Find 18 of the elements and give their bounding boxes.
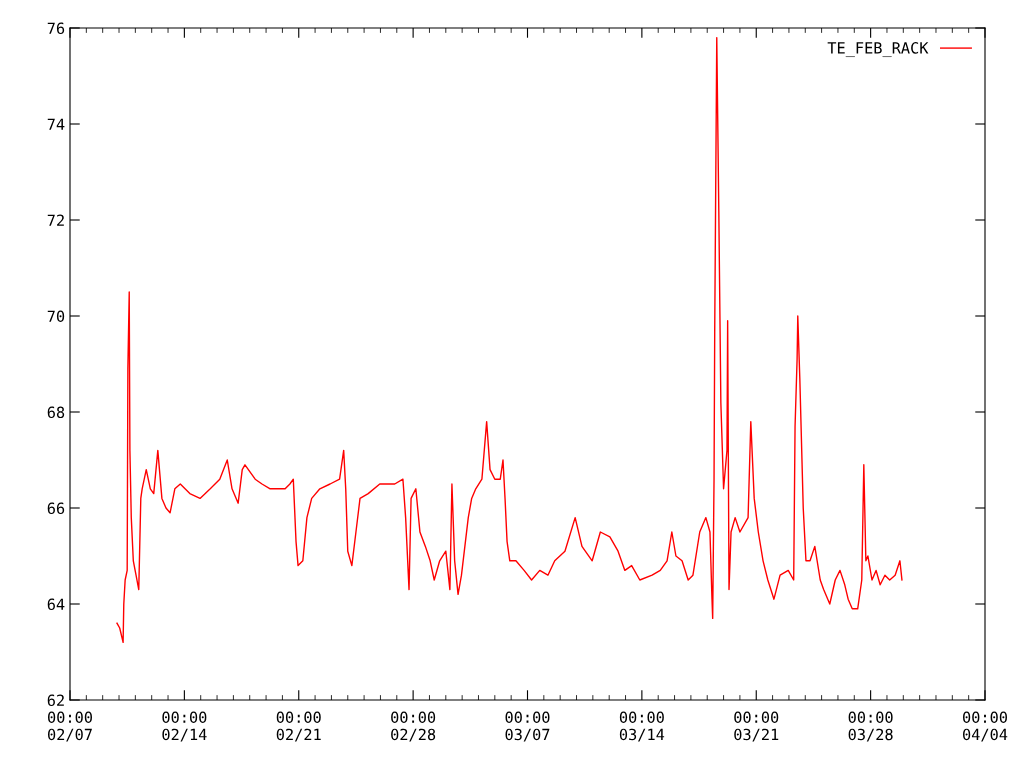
- y-tick-label: 64: [47, 598, 65, 611]
- x-tick-label: 00:00 03/28: [848, 711, 893, 742]
- x-tick-label: 00:00 02/14: [162, 711, 207, 742]
- y-tick-label: 62: [47, 694, 64, 707]
- x-tick-label: 00:00 02/07: [48, 711, 92, 742]
- x-tick-label: 00:00 02/21: [276, 711, 321, 742]
- y-tick-label: 70: [47, 310, 65, 323]
- y-tick-label: 66: [47, 502, 65, 515]
- x-tick-label: 00:00 04/04: [963, 711, 1008, 742]
- legend-label: TE_FEB_RACK: [827, 42, 929, 58]
- x-tick-label: 00:00 03/14: [619, 711, 665, 742]
- x-tick-label: 00:00 02/28: [391, 711, 436, 742]
- y-tick-label: 72: [47, 214, 64, 226]
- y-tick-label: 74: [47, 118, 65, 130]
- x-tick-label: 00:00 03/21: [734, 711, 779, 742]
- y-tick-label: 68: [47, 406, 65, 419]
- y-tick-label: 76: [47, 22, 65, 35]
- x-tick-label: 00:00 03/07: [505, 711, 550, 742]
